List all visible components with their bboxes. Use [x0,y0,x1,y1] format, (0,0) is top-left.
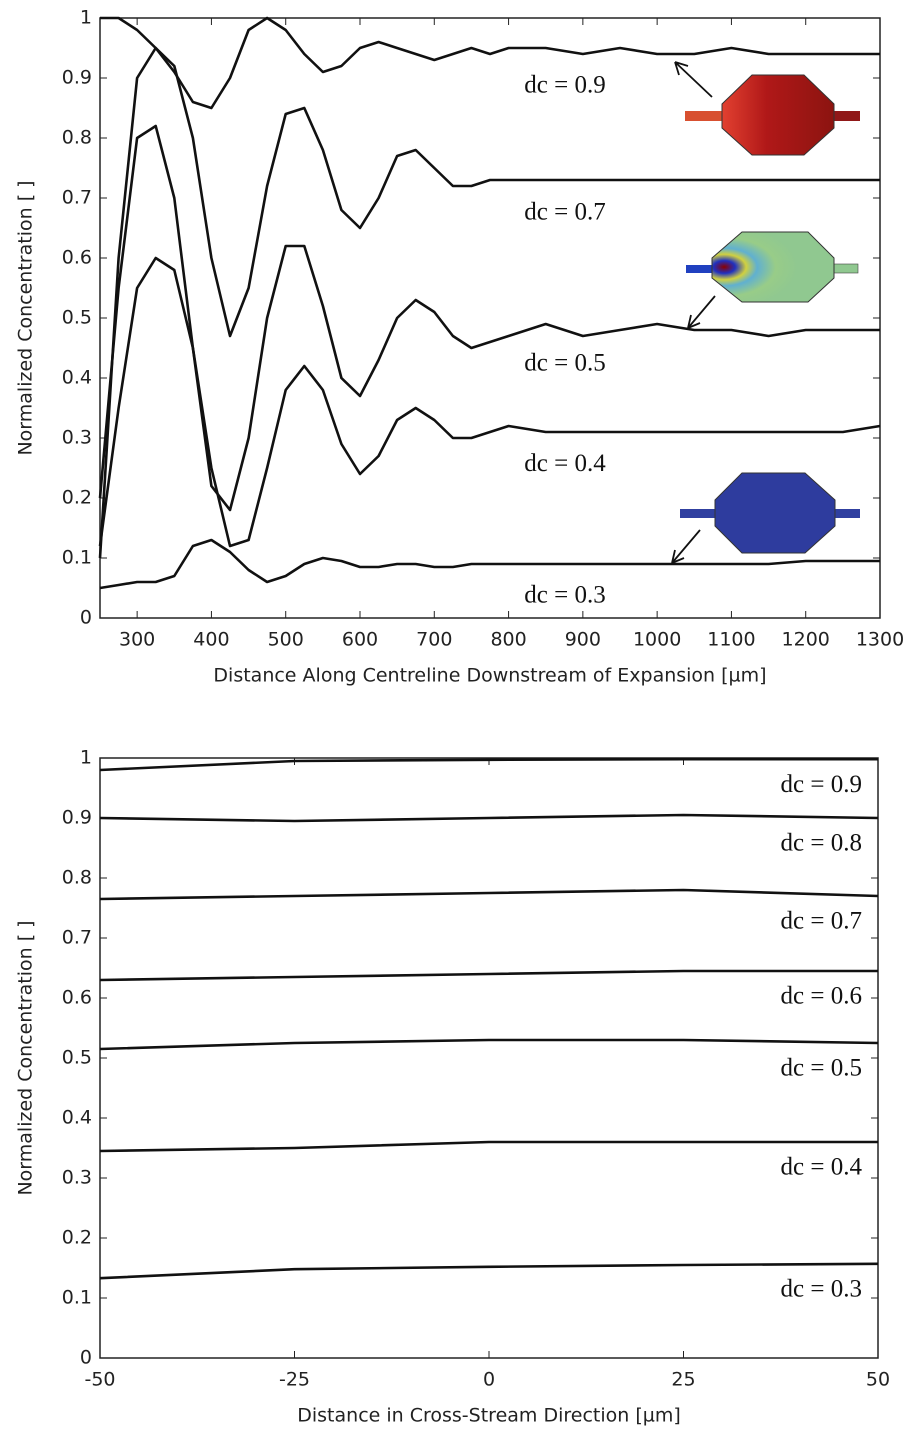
x-tick-label: 1200 [782,629,830,651]
series-line [99,757,878,772]
curve-label: dc = 0.5 [781,1055,862,1082]
series-line [99,1038,879,1051]
curve-label: dc = 0.3 [524,582,605,609]
x-tick-label: -50 [84,1369,115,1391]
series-line [99,1262,879,1280]
y-tick-label: 0.2 [62,1227,92,1249]
series-line [99,888,879,901]
y-tick-label: 0.8 [62,127,92,149]
y-tick-label: 0.5 [62,307,92,329]
x-tick-label: -25 [279,1369,310,1391]
curve-label: dc = 0.7 [524,199,605,226]
curve-label: dc = 0.7 [781,908,862,935]
x-tick-label: 600 [342,629,378,651]
x-tick-label: 900 [565,629,601,651]
series-line [98,256,881,548]
x-tick-label: 25 [671,1369,695,1391]
x-tick-label: 1100 [707,629,755,651]
y-tick-label: 0.2 [62,487,92,509]
x-tick-label: 800 [490,629,526,651]
y-tick-label: 0.3 [62,1167,92,1189]
x-tick-label: 50 [866,1369,890,1391]
y-tick-label: 0.3 [62,427,92,449]
x-tick-label: 400 [193,629,229,651]
x-tick-label: 700 [416,629,452,651]
y-axis-label: Normalized Concentration [ ] [15,180,37,455]
x-tick-label: 500 [268,629,304,651]
y-tick-label: 0.6 [62,987,92,1009]
y-tick-label: 0 [80,607,92,629]
series-line [99,1140,878,1153]
series-line [99,813,879,823]
arrows [671,61,716,564]
x-tick-label: 1000 [633,629,681,651]
y-axis-label: Normalized Concentration [ ] [15,920,37,1195]
y-tick-label: 0.9 [62,807,92,829]
curve-label: dc = 0.4 [524,450,606,477]
y-tick-label: 1 [80,7,92,29]
series-line [100,16,880,110]
y-tick-label: 0.5 [62,1047,92,1069]
y-tick-label: 0.1 [62,547,92,569]
y-tick-label: 0.4 [62,367,92,389]
series-line [99,969,878,982]
y-tick-label: 0.8 [62,867,92,889]
inset-blue [680,472,860,554]
x-tick-label: 300 [119,629,155,651]
y-tick-label: 0.7 [62,927,92,949]
curve-label: dc = 0.5 [524,349,605,376]
curve-label: dc = 0.3 [781,1276,862,1303]
x-tick-label: 0 [483,1369,495,1391]
y-tick-label: 0.7 [62,187,92,209]
inset-green [686,231,859,303]
x-axis-label: Distance in Cross-Stream Direction [µm] [297,1405,681,1427]
y-tick-label: 0.9 [62,67,92,89]
y-tick-label: 0.6 [62,247,92,269]
y-tick-label: 0 [80,1347,92,1369]
y-tick-label: 1 [80,747,92,769]
curve-label: dc = 0.9 [781,771,862,798]
series-line [99,538,880,590]
curve-label: dc = 0.6 [781,983,862,1010]
x-tick-label: 1300 [856,629,904,651]
series-line [98,124,880,512]
curve-label: dc = 0.8 [781,830,862,857]
curve-label: dc = 0.9 [524,71,605,98]
series-line [98,46,880,559]
inset-red [685,74,860,156]
curve-label: dc = 0.4 [781,1154,863,1181]
y-tick-label: 0.4 [62,1107,92,1129]
y-tick-label: 0.1 [62,1287,92,1309]
x-axis-label: Distance Along Centreline Downstream of … [213,665,766,687]
